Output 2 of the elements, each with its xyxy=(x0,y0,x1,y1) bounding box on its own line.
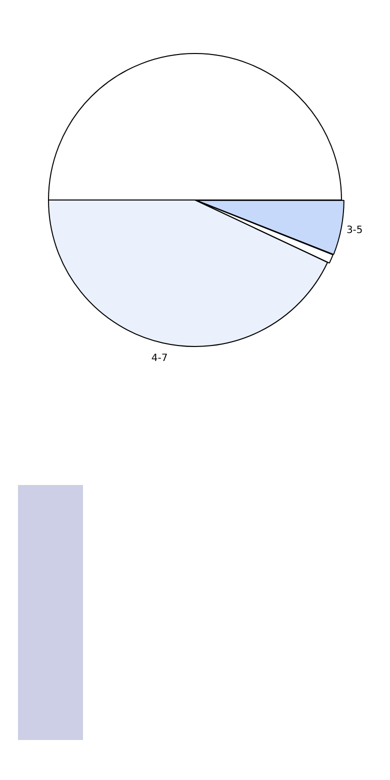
slice-label: 4-7 xyxy=(151,353,168,364)
slice-label: 3-5 xyxy=(346,225,363,236)
